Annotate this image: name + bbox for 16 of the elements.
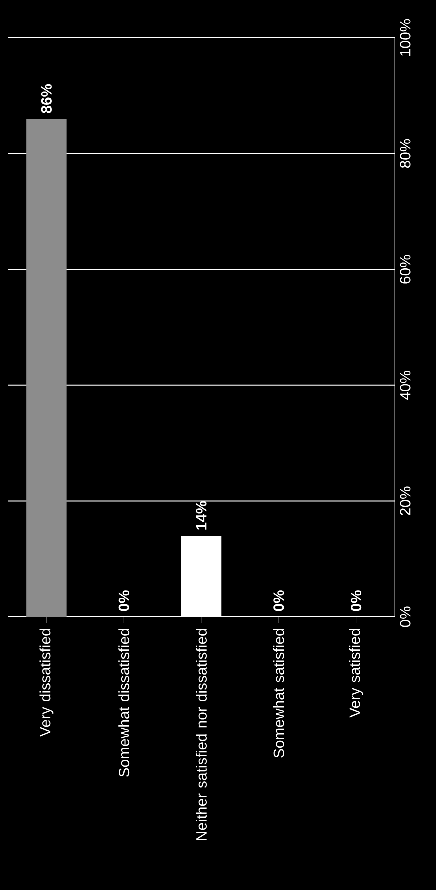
data-label: 14%: [196, 501, 207, 530]
y-tick-label: 40%: [400, 370, 411, 400]
y-tick-label: 0%: [400, 606, 411, 628]
data-label: 0%: [274, 590, 284, 612]
x-tick-label: Somewhat dissatisfied: [118, 629, 130, 778]
y-tick-label: 80%: [400, 139, 411, 168]
x-tick-label: Very dissatisfied: [40, 629, 54, 737]
data-label: 0%: [351, 590, 362, 612]
x-tick-label: Neither satisfied nor dissatisfied: [196, 629, 207, 840]
y-tick-label: 60%: [400, 255, 411, 284]
y-tick-label: 20%: [400, 486, 411, 516]
data-label: 0%: [118, 590, 130, 612]
x-tick-label: Somewhat satisfied: [273, 629, 284, 758]
x-tick-label: Very satisfied: [349, 629, 364, 718]
data-label: 86%: [41, 84, 52, 114]
y-tick-label: 100%: [400, 19, 411, 56]
